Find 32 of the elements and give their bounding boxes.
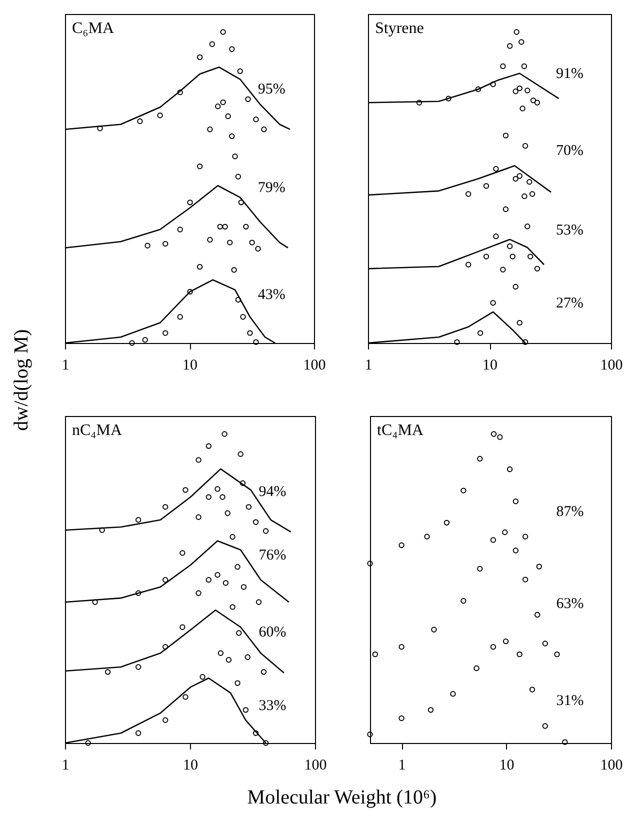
x-tick-label: 10 [499,758,514,774]
x-axis-title: Molecular Weight (10⁶) [247,786,437,810]
annotation: 95% [258,81,286,98]
annotation: 76% [258,548,286,564]
annotation: 94% [258,484,286,500]
annotation: 70% [556,143,584,160]
annotation: 27% [556,295,584,312]
annotation: 87% [556,504,584,520]
x-tick-label: 1 [364,358,372,374]
x-tick-label: 100 [303,358,326,374]
x-tick-label: 100 [600,358,623,374]
annotation: 53% [556,222,584,239]
annotation: 43% [258,287,286,304]
x-tick-label: 100 [600,758,623,774]
x-tick-label: 1 [62,758,70,774]
y-axis-title: dw/d(log M) [10,329,34,431]
annotation: 79% [258,180,286,196]
x-tick-label: 100 [304,758,327,774]
chart-title: nC₄MA [72,422,122,439]
x-tick-label: 1 [62,358,70,374]
x-tick-label: 10 [182,358,198,374]
annotation: 63% [556,596,584,612]
annotation: 91% [556,66,584,82]
x-tick-label: 1 [398,758,406,774]
annotation: 33% [258,698,286,714]
chart-title: C₆MA [72,20,114,37]
chart-title: tC₄MA [377,422,424,439]
annotation: 60% [258,624,286,641]
annotation: 31% [556,692,584,709]
chart-title: Styrene [375,20,424,37]
x-tick-label: 10 [482,358,498,374]
x-tick-label: 10 [183,758,198,774]
